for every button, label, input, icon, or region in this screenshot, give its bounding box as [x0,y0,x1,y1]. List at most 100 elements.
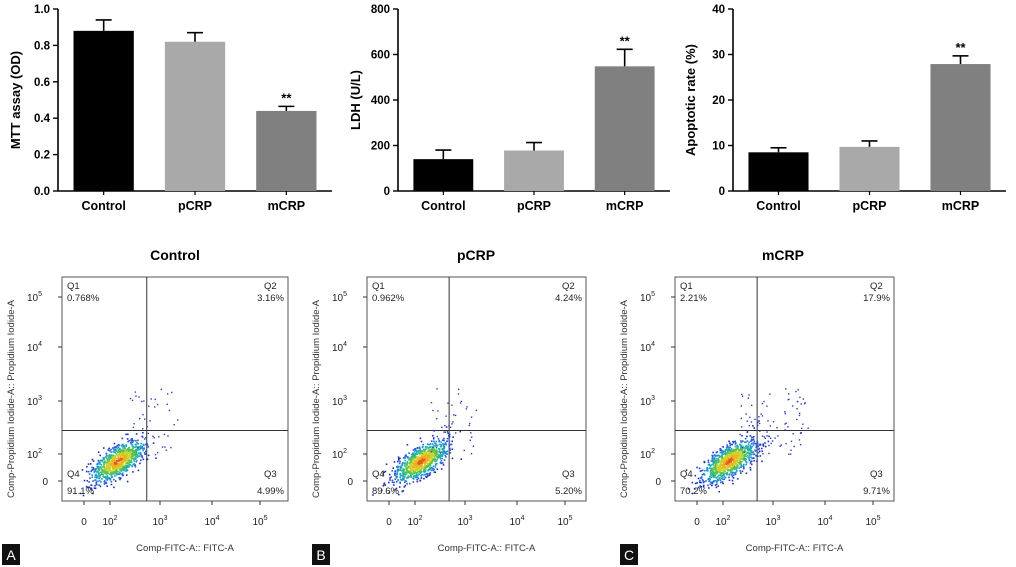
cell-dot [734,451,737,454]
cell-dot [396,473,398,475]
bar [504,150,564,191]
cell-dot [428,450,430,452]
cell-dot [142,449,144,452]
cell-dot [414,460,417,462]
cell-dot [434,466,437,468]
cell-dot [713,459,715,462]
cell-dot [129,461,132,464]
outlier-dot [440,426,443,428]
outlier-dot [459,402,462,404]
cell-dot [122,454,125,456]
cell-dot [404,474,407,476]
cell-dot [92,460,95,462]
cell-dot [750,460,753,462]
cell-dot [112,471,115,474]
cell-dot [108,465,110,468]
cell-dot [428,449,430,451]
cell-dot [716,461,719,464]
cell-dot [114,455,117,458]
cell-dot [130,459,132,462]
cell-dot [108,458,111,461]
outlier-dot [807,427,809,429]
cell-dot [755,454,757,457]
cell-dot [724,449,727,451]
cell-dot [115,472,118,474]
outlier-dot [800,427,803,430]
cell-dot [417,462,419,464]
cell-dot [117,470,119,473]
cell-dot [433,455,435,458]
outlier-dot [770,442,772,445]
outlier-dot [156,403,159,406]
cell-dot [425,457,428,459]
outlier-dot [790,449,792,451]
cell-dot [726,469,729,472]
cell-dot [701,478,704,481]
cell-dot [409,474,412,477]
cell-dot [407,476,409,479]
cell-dot [95,471,98,473]
tick-base: 10 [640,397,652,408]
cell-dot [718,469,720,472]
cell-dot [139,447,142,450]
outlier-dot [166,393,169,395]
outlier-dot [445,415,447,417]
cell-dot [109,479,112,481]
cell-dot [108,455,110,458]
cell-dot [97,472,100,474]
x-tick-label: 103 [457,515,472,528]
cell-dot [746,431,749,434]
cell-dot [383,482,386,485]
cell-dot [731,467,733,470]
y-axis-label: Comp-Propidium Iodide-A:: Propidium Iodi… [311,299,322,498]
cell-dot [414,474,417,477]
cell-dot [412,454,415,457]
x-tick-label: 104 [509,515,524,528]
cell-dot [411,453,413,456]
cell-dot [444,454,446,457]
cell-dot [430,458,433,461]
cell-dot [713,462,715,465]
outlier-dot [131,441,134,444]
cell-dot [442,449,444,452]
cell-dot [748,447,751,450]
cell-dot [758,450,761,453]
outlier-dot [799,443,802,446]
cell-dot [748,459,751,462]
cell-dot [429,468,431,471]
cell-dot [419,456,422,459]
cell-dot [108,462,110,465]
cell-dot [115,473,118,476]
cell-dot [724,457,726,460]
cell-dot [724,455,727,458]
cell-dot [117,473,120,476]
cell-dot [691,481,694,484]
cell-dot [713,475,716,477]
cell-dot [135,445,138,448]
cell-dot [98,477,100,480]
cell-dot [121,458,123,460]
cell-dot [739,451,741,454]
cell-dot [752,451,755,453]
cell-dot [730,461,732,463]
cell-dot [121,466,123,468]
cell-dot [431,460,434,463]
cell-dot [711,473,714,475]
cell-dot [423,449,425,451]
cell-dot [415,449,418,452]
category-label: pCRP [852,199,886,213]
outlier-dot [465,408,468,410]
cell-dot [109,461,112,464]
cell-dot [701,469,704,472]
outlier-dot [432,409,434,412]
cell-dot [113,455,115,457]
cell-dot [413,472,416,475]
outlier-dot [439,452,441,454]
outlier-dot [160,388,163,391]
cell-dot [735,453,738,455]
y-tick-label: 30 [712,50,725,62]
cell-dot [399,468,402,470]
cell-dot [399,474,402,477]
cell-dot [415,471,418,474]
outlier-dot [163,433,166,436]
